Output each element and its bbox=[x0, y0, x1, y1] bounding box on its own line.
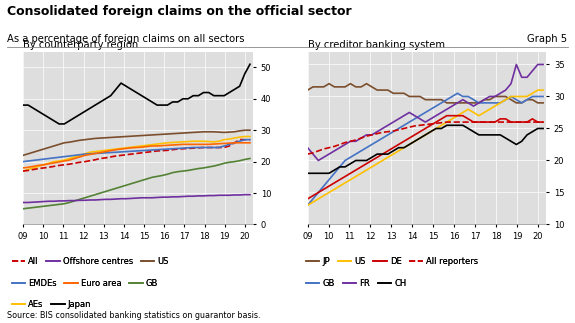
Text: Graph 5: Graph 5 bbox=[527, 34, 568, 44]
Text: By creditor banking system: By creditor banking system bbox=[308, 40, 444, 50]
Legend: EMDEs, Euro area, GB: EMDEs, Euro area, GB bbox=[12, 279, 158, 288]
Legend: All, Offshore centres, US: All, Offshore centres, US bbox=[12, 256, 169, 266]
Text: By counterparty region: By counterparty region bbox=[23, 40, 138, 50]
Text: As a percentage of foreign claims on all sectors: As a percentage of foreign claims on all… bbox=[7, 34, 245, 44]
Legend: AEs, Japan: AEs, Japan bbox=[12, 300, 91, 309]
Text: Consolidated foreign claims on the official sector: Consolidated foreign claims on the offic… bbox=[7, 5, 352, 18]
Legend: GB, FR, CH: GB, FR, CH bbox=[306, 279, 407, 288]
Legend: JP, US, DE, All reporters: JP, US, DE, All reporters bbox=[306, 256, 478, 266]
Text: Source: BIS consolidated banking statistics on guarantor basis.: Source: BIS consolidated banking statist… bbox=[7, 311, 261, 320]
